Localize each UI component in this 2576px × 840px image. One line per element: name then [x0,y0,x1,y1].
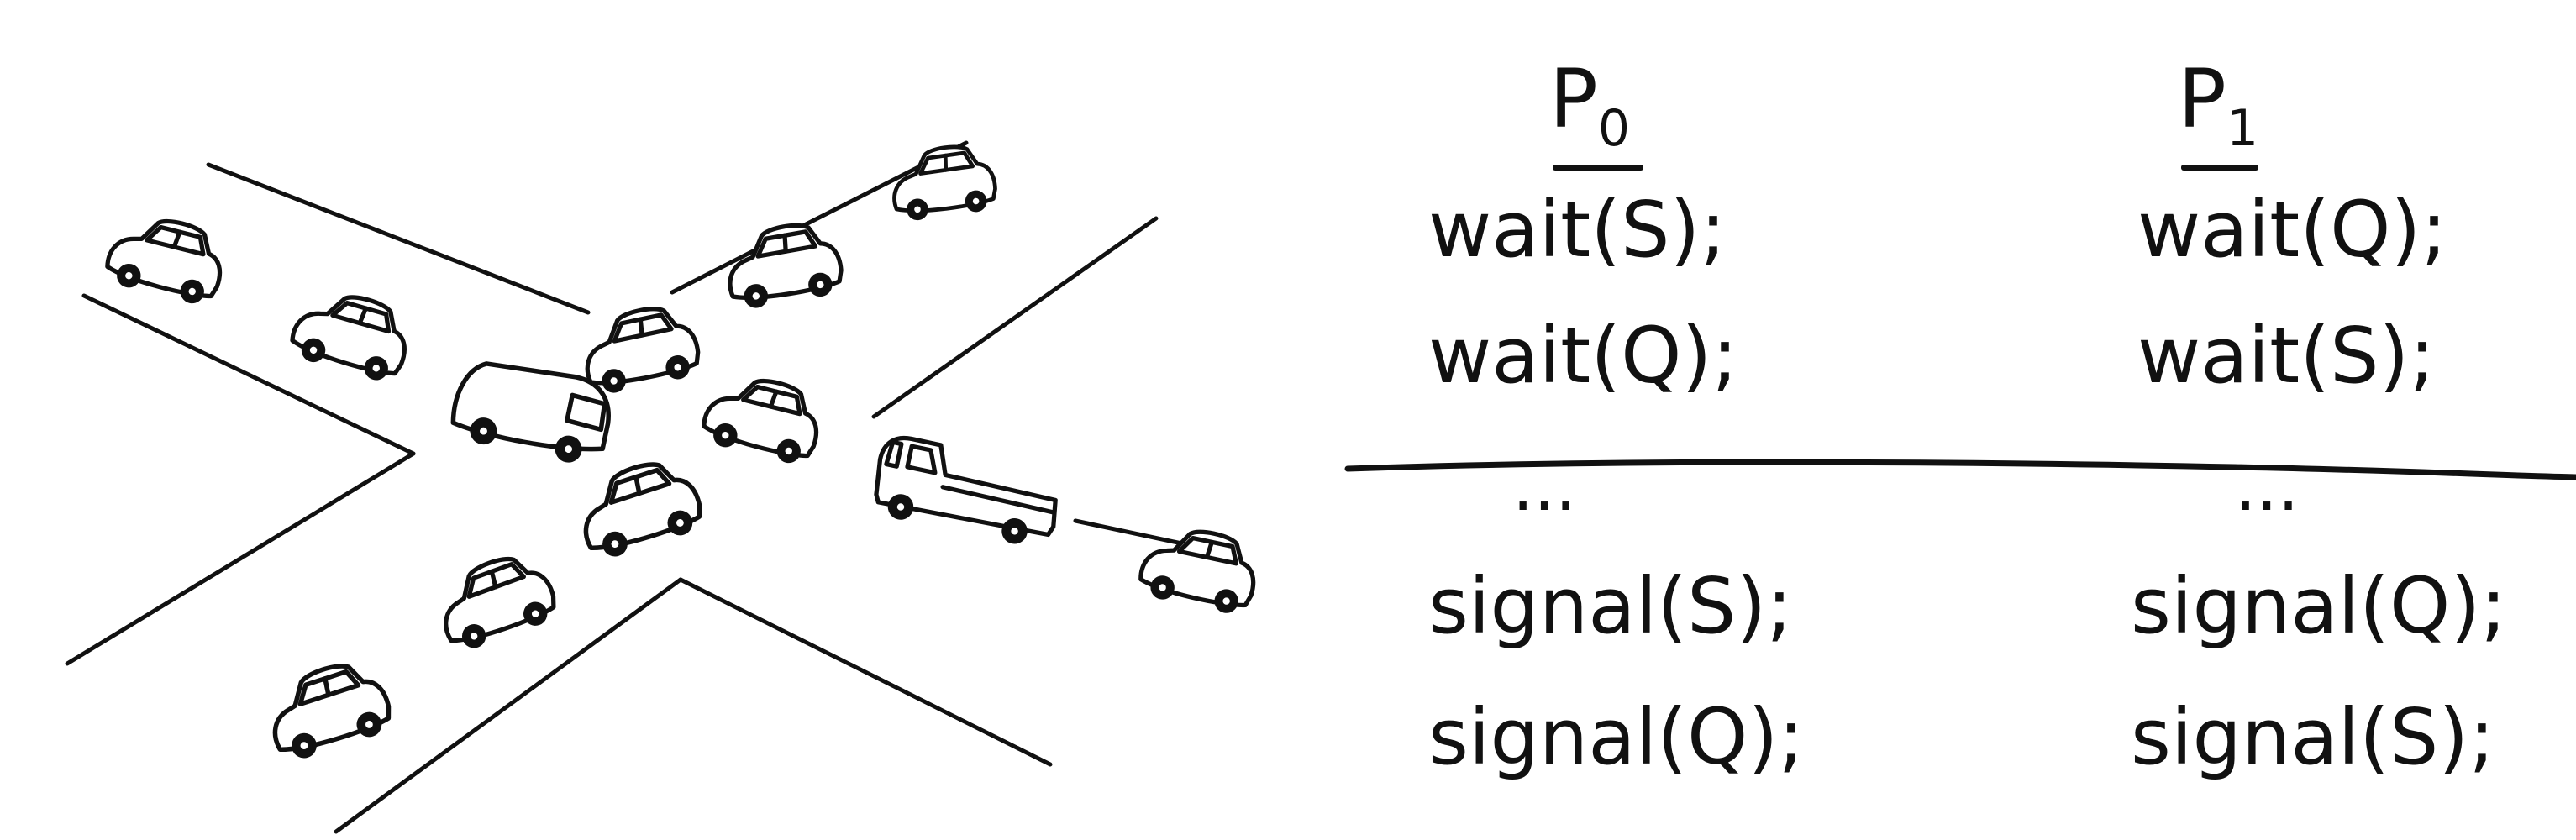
p0-release-line-1: signal(S); [1428,561,1793,651]
road-edge-bottom-left [334,577,683,834]
p1-release-line-1: signal(Q); [2131,561,2507,651]
car-2 [722,218,845,310]
divider-line [1344,459,2576,480]
deadlock-code-panel: P0 wait(S); wait(Q); ... signal(S); sign… [1311,0,2576,840]
car-6 [700,368,827,466]
process-p1-name: P [2178,52,2226,146]
p1-release-line-2: signal(S); [2131,692,2495,782]
road-edge-right-upper [871,216,1159,419]
road-edge-top-left [206,162,591,315]
car-5 [577,301,702,396]
p1-ellipsis: ... [2235,448,2300,526]
traffic-intersection-illustration [65,0,1311,834]
car-9 [430,546,560,654]
cars [103,141,1262,763]
p0-ellipsis: ... [1512,448,1577,526]
road-edge-left-lower [65,451,416,666]
p1-acquire-line-1: wait(Q); [2137,185,2447,275]
p1-acquire-line-2: wait(S); [2137,311,2436,401]
process-p0-title: P0 [1549,59,1630,154]
p0-acquire-line-2: wait(Q); [1428,311,1738,401]
car-4 [288,282,417,384]
truck-1 [869,433,1065,549]
car-3 [103,208,230,307]
process-p1-subscript: 1 [2226,99,2259,158]
process-p1-underline [2181,165,2258,171]
car-10 [260,654,395,763]
car-8 [1137,521,1262,616]
road-edge-bottom-right [678,577,1053,767]
p0-release-line-2: signal(Q); [1428,692,1805,782]
process-p0-name: P [1549,52,1598,146]
process-p0-underline [1553,165,1643,171]
road-edge-left-upper [81,293,416,456]
car-1 [888,141,998,221]
p0-acquire-line-1: wait(S); [1428,185,1727,275]
car-7 [570,452,706,561]
road-edges [65,140,1204,834]
process-p1-title: P1 [2178,59,2258,154]
process-p0-subscript: 0 [1597,99,1631,158]
